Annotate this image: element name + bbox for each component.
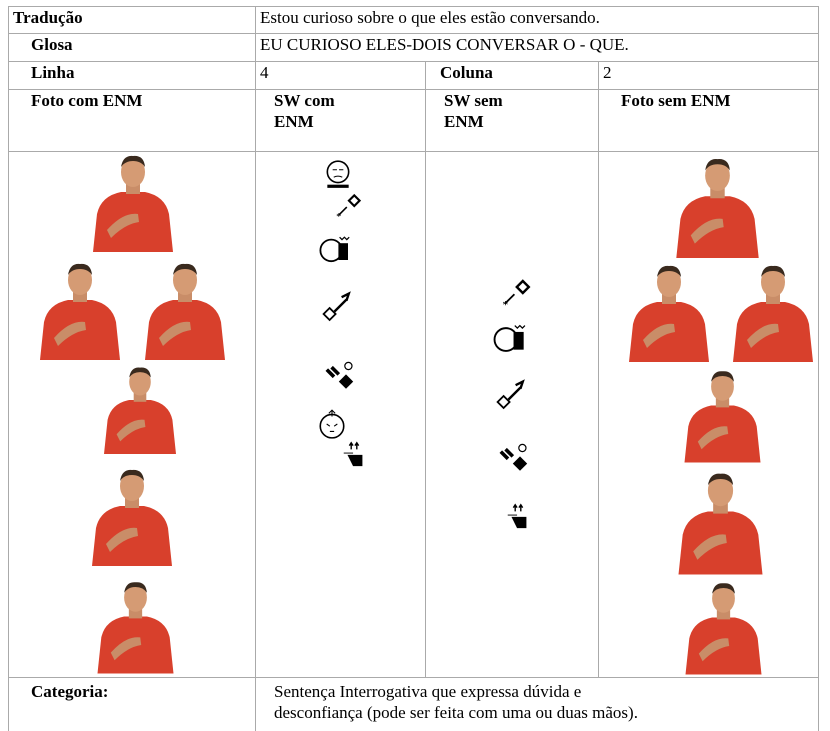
header: Foto com ENM — [8, 89, 256, 152]
header-text: SW sem ENM — [444, 91, 503, 131]
header: SW com ENM — [255, 89, 426, 152]
value: EU CURIOSO ELES-DOIS CONVERSAR O - QUE. — [254, 33, 820, 62]
photo-cell — [8, 151, 256, 678]
value: 4 — [255, 61, 426, 90]
label: Tradução — [8, 6, 256, 34]
value-text: Sentença Interrogativa que expressa dúvi… — [274, 682, 638, 722]
value: Estou curioso sobre o que eles estão con… — [254, 6, 820, 34]
header-text: SW com ENM — [274, 91, 335, 131]
value: 2 — [597, 61, 820, 90]
sw-cell — [425, 151, 599, 678]
header: Foto sem ENM — [597, 89, 820, 152]
label: Categoria: — [8, 677, 256, 731]
sw-cell — [255, 151, 426, 678]
label: Glosa — [8, 33, 256, 62]
sentence-table: Tradução Estou curioso sobre o que eles e… — [8, 6, 820, 731]
header: SW sem ENM — [425, 89, 599, 152]
photo-cell — [597, 151, 820, 678]
label: Coluna — [425, 61, 599, 90]
label: Linha — [8, 61, 256, 90]
value: Sentença Interrogativa que expressa dúvi… — [254, 677, 820, 731]
